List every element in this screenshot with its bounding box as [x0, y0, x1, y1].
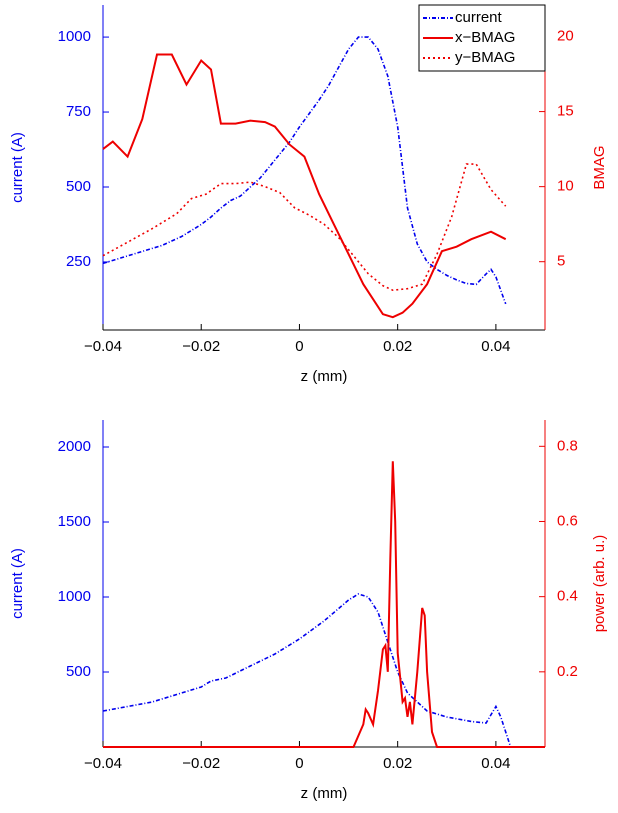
y-tick-label: 2000: [58, 438, 91, 455]
x-axis-label: z (mm): [301, 785, 348, 802]
y-tick-label: 250: [66, 253, 91, 270]
series-line: [102, 36, 507, 305]
y-tick-label: 1500: [58, 513, 91, 530]
x-axis-label: z (mm): [301, 368, 348, 385]
y-axis-label: current (A): [9, 132, 26, 203]
legend-label: y−BMAG: [455, 49, 515, 66]
y-axis-label: current (A): [9, 548, 26, 619]
series-line: [102, 163, 507, 292]
y2-tick-label: 0.4: [557, 588, 578, 605]
y-tick-label: 1000: [58, 588, 91, 605]
y2-tick-label: 0.8: [557, 437, 578, 454]
series-line: [102, 593, 512, 748]
series-line: [103, 461, 545, 748]
y-tick-label: 1000: [58, 28, 91, 45]
y2-axis-label: BMAG: [591, 145, 608, 189]
y2-tick-label: 0.6: [557, 512, 578, 529]
series-line: [102, 53, 507, 319]
y-tick-label: 500: [66, 663, 91, 680]
x-tick-label: −0.02: [182, 338, 220, 355]
x-tick-label: 0.04: [481, 338, 510, 355]
y2-tick-label: 5: [557, 253, 565, 270]
legend-label: current: [455, 9, 503, 26]
x-tick-label: −0.02: [182, 755, 220, 772]
y2-tick-label: 15: [557, 103, 574, 120]
y2-axis-label: power (arb. u.): [591, 535, 608, 633]
legend-label: x−BMAG: [455, 29, 515, 46]
x-tick-label: −0.04: [84, 338, 122, 355]
x-tick-label: 0.04: [481, 755, 510, 772]
y2-tick-label: 10: [557, 178, 574, 195]
y2-tick-label: 20: [557, 27, 574, 44]
y-tick-label: 500: [66, 178, 91, 195]
y-tick-label: 750: [66, 103, 91, 120]
x-tick-label: 0.02: [383, 338, 412, 355]
y2-tick-label: 0.2: [557, 663, 578, 680]
x-tick-label: 0.02: [383, 755, 412, 772]
x-tick-label: 0: [295, 755, 303, 772]
x-tick-label: 0: [295, 338, 303, 355]
x-tick-label: −0.04: [84, 755, 122, 772]
